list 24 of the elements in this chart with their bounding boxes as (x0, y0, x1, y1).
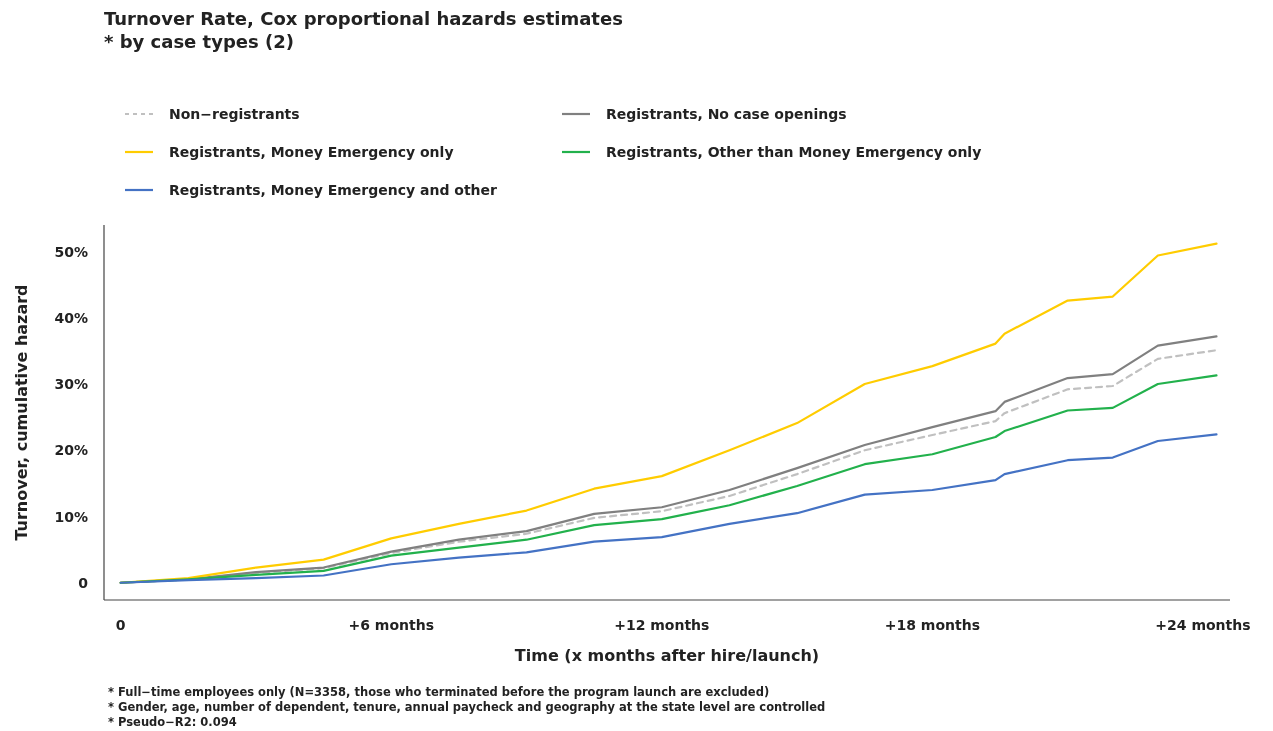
x-tick-label: 0 (115, 617, 126, 633)
line-series (119, 433, 1218, 584)
text: * Pseudo−R2: 0.094 (108, 715, 237, 729)
legend-label: Registrants, No case openings (606, 106, 847, 122)
y-tick-label: 40% (54, 309, 88, 326)
legend-label: Registrants, Other than Money Emergency only (606, 144, 982, 160)
chart-subtitle: * by case types (2) (104, 31, 294, 52)
y-tick-label: 20% (54, 442, 88, 459)
legend-label: Non−registrants (169, 106, 300, 122)
x-tick-label: +6 months (348, 617, 435, 633)
x-tick-label: +12 months (614, 617, 710, 633)
x-axis-title: Time (x months after hire/launch) (514, 646, 820, 665)
y-axis-title: Turnover, cumulative hazard (12, 284, 31, 541)
x-tick-label: +18 months (884, 617, 981, 633)
text: * Gender, age, number of dependent, tenure, annual paycheck and geography at the state level are controlled (108, 700, 826, 714)
legend-label: Registrants, Money Emergency and other (169, 182, 498, 198)
y-tick-label: 0 (78, 574, 89, 591)
legend-label: Registrants, Money Emergency only (169, 144, 454, 160)
x-tick-label: +24 months (1155, 617, 1251, 633)
text: * Full−time employees only (N=3358, those who terminated before the program launch are excluded) (108, 685, 770, 699)
y-tick-label: 50% (54, 243, 88, 260)
y-tick-label: 30% (54, 376, 88, 393)
chart-title: Turnover Rate, Cox proportional hazards estimates (104, 8, 623, 29)
y-tick-label: 10% (54, 508, 88, 525)
